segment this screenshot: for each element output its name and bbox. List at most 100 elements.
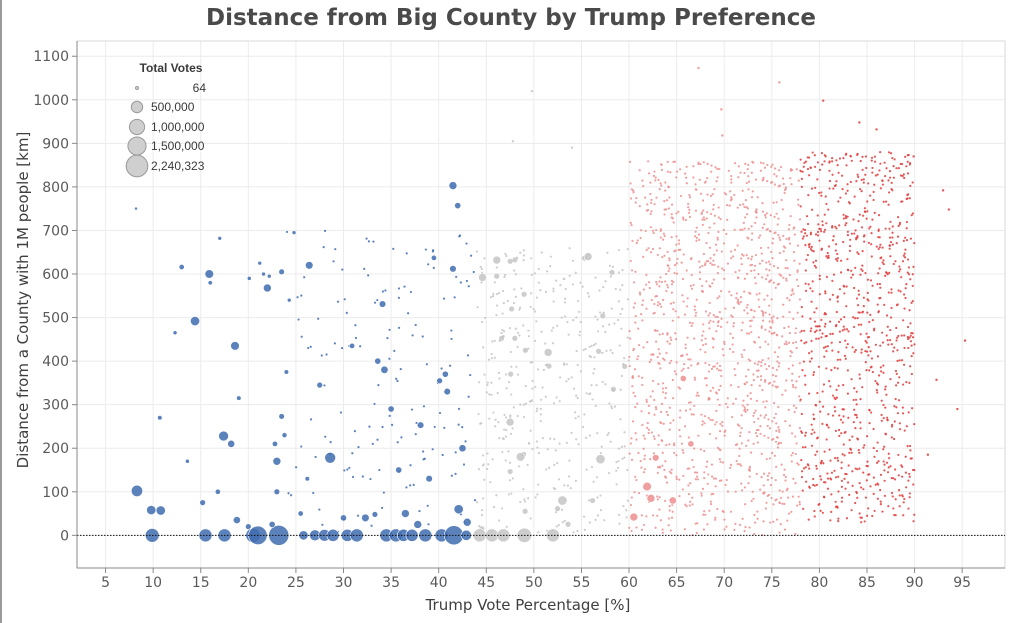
data-point [656, 514, 659, 517]
data-point [501, 312, 504, 315]
data-point [816, 161, 820, 164]
data-point [690, 287, 694, 290]
data-point [814, 325, 818, 328]
data-point [415, 421, 418, 425]
data-point [622, 504, 625, 508]
data-point [841, 496, 844, 499]
data-point [707, 473, 710, 476]
data-point [735, 443, 739, 446]
data-point [554, 506, 561, 512]
data-point [830, 341, 833, 344]
data-point [760, 475, 763, 479]
data-point [818, 293, 821, 296]
data-point [625, 516, 628, 519]
data-point [632, 281, 636, 284]
data-point [729, 190, 732, 193]
data-point [801, 369, 804, 372]
data-point [792, 250, 796, 254]
data-point [792, 292, 795, 295]
data-point [807, 392, 811, 395]
data-point [660, 305, 663, 308]
data-point [890, 436, 893, 439]
data-point [753, 264, 757, 267]
data-point [661, 451, 664, 454]
data-point [666, 283, 669, 287]
data-point [709, 285, 712, 288]
data-point [766, 163, 769, 167]
data-point [882, 364, 885, 367]
data-point [414, 433, 417, 436]
data-point [871, 284, 874, 287]
data-point [772, 237, 775, 240]
data-point [880, 256, 883, 259]
data-point [682, 451, 685, 454]
data-point [672, 308, 675, 311]
data-point [804, 289, 808, 292]
data-point [833, 406, 836, 409]
data-point [361, 475, 364, 478]
data-point [745, 254, 748, 257]
data-point [406, 312, 410, 315]
data-point [677, 248, 680, 252]
data-point [703, 415, 706, 418]
data-point [776, 355, 780, 358]
data-point [716, 176, 719, 179]
data-point [705, 377, 708, 380]
data-point [867, 507, 870, 510]
data-point [905, 239, 909, 242]
data-point [947, 208, 951, 211]
data-point [887, 343, 890, 346]
data-point [642, 434, 645, 437]
data-point [743, 277, 747, 280]
data-point [576, 299, 580, 303]
data-point [711, 418, 714, 422]
data-point [615, 483, 618, 486]
data-point [368, 425, 371, 428]
data-point [859, 397, 862, 401]
data-point [522, 324, 525, 327]
data-point [629, 442, 632, 445]
data-point [856, 251, 859, 254]
data-point [865, 514, 869, 517]
data-point [846, 215, 849, 218]
data-point [638, 291, 641, 294]
data-point [824, 290, 827, 293]
data-point [495, 494, 498, 497]
data-point [745, 444, 748, 447]
data-point [395, 377, 398, 380]
data-point [489, 481, 492, 484]
data-point [185, 459, 190, 464]
data-point [810, 245, 813, 249]
data-point [834, 500, 837, 503]
data-point [692, 165, 695, 168]
data-point [386, 336, 389, 340]
data-point [683, 363, 686, 366]
data-point [273, 488, 281, 496]
data-point [659, 367, 662, 370]
data-point [635, 241, 638, 245]
data-point [891, 236, 894, 239]
data-point [612, 389, 615, 392]
data-point [646, 494, 656, 503]
data-point [728, 290, 731, 293]
data-point [647, 160, 650, 163]
data-point [708, 509, 711, 512]
data-point [376, 438, 379, 441]
data-point [412, 483, 415, 486]
data-point [867, 354, 870, 357]
data-point [626, 499, 629, 502]
data-point [907, 266, 911, 269]
data-point [904, 236, 907, 239]
data-point [869, 194, 872, 197]
data-point [683, 313, 687, 316]
data-point [744, 375, 748, 378]
data-point [668, 505, 671, 508]
data-point [800, 329, 803, 333]
data-point [640, 313, 643, 316]
data-point [705, 280, 708, 283]
data-point [516, 345, 519, 348]
data-point [760, 325, 763, 328]
data-point [534, 310, 537, 313]
data-point [630, 269, 634, 272]
